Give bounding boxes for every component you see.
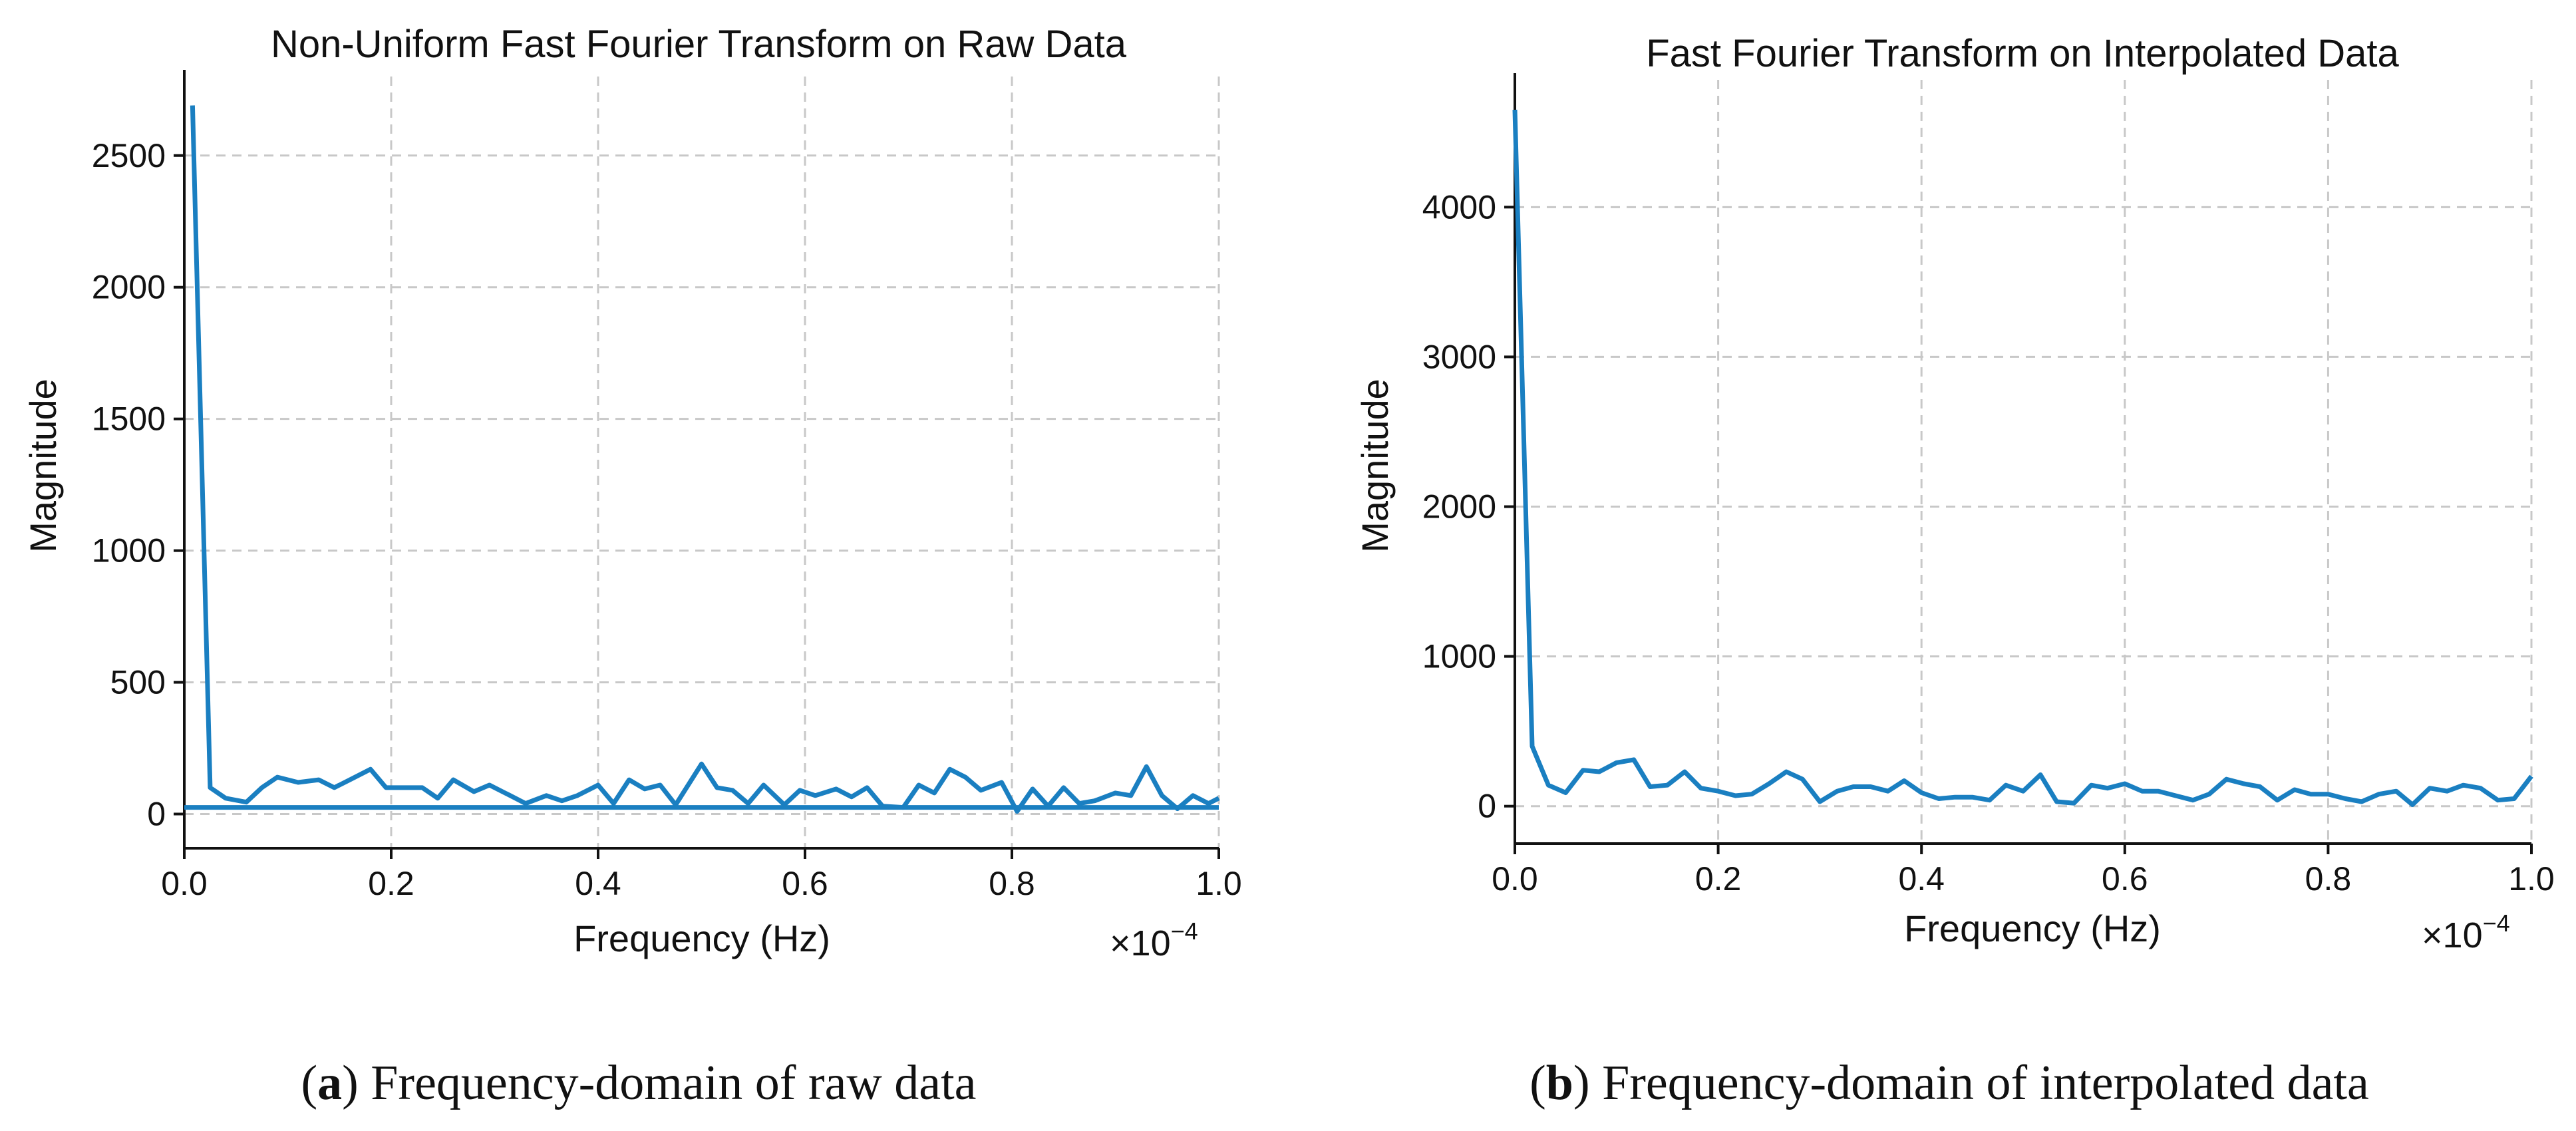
chart-b-x-ticks: 0.0 0.2 0.4 0.6 0.8 1.0 xyxy=(1492,844,2555,897)
chart-a-title: Non-Uniform Fast Fourier Transform on Ra… xyxy=(271,23,1127,66)
chart-b-axes xyxy=(1514,73,2531,845)
chart-b-xtick-label: 0.6 xyxy=(2102,860,2148,897)
chart-a-axes xyxy=(183,70,1219,850)
chart-a-ytick-label: 2000 xyxy=(92,269,166,306)
chart-b-ytick-label: 4000 xyxy=(1422,188,1496,226)
chart-b-series xyxy=(1512,109,2533,807)
chart-a-y-ticks: 0 500 1000 1500 2000 2500 xyxy=(92,137,184,833)
chart-b-y-ticks: 0 1000 2000 3000 4000 xyxy=(1422,188,1515,825)
chart-b-series-line xyxy=(1512,109,2533,807)
chart-a-ytick-label: 1000 xyxy=(92,532,166,569)
chart-a-xtick-label: 1.0 xyxy=(1196,865,1242,902)
chart-a-grid xyxy=(183,77,1220,848)
chart-b-xtick-label: 0.4 xyxy=(1898,860,1945,897)
chart-a-x-scale-factor: ×10−4 xyxy=(1110,917,1198,963)
chart-b-ytick-label: 3000 xyxy=(1422,338,1496,375)
chart-b-xtick-label: 0.0 xyxy=(1492,860,1538,897)
chart-a-ytick-label: 2500 xyxy=(92,137,166,174)
chart-interpolated-data: Fast Fourier Transform on Interpolated D… xyxy=(1354,32,2555,955)
chart-b-x-label: Frequency (Hz) xyxy=(1904,907,2161,949)
caption-b: (b) Frequency-domain of interpolated dat… xyxy=(1530,1056,2369,1110)
chart-b-y-label: Magnitude xyxy=(1354,379,1396,553)
chart-b-title: Fast Fourier Transform on Interpolated D… xyxy=(1646,32,2399,75)
chart-b-x-scale-factor: ×10−4 xyxy=(2422,909,2510,955)
chart-a-xtick-label: 0.0 xyxy=(161,865,208,902)
caption-a: (a) Frequency-domain of raw data xyxy=(301,1056,976,1110)
chart-a-xtick-label: 0.2 xyxy=(368,865,414,902)
chart-a-ytick-label: 1500 xyxy=(92,401,166,438)
chart-b-ytick-label: 1000 xyxy=(1422,638,1496,675)
chart-a-xtick-label: 0.6 xyxy=(782,865,828,902)
chart-a-ytick-label: 0 xyxy=(147,796,166,833)
chart-raw-data: Non-Uniform Fast Fourier Transform on Ra… xyxy=(22,23,1242,963)
chart-a-x-label: Frequency (Hz) xyxy=(573,917,830,959)
chart-a-xtick-label: 0.8 xyxy=(989,865,1035,902)
chart-a-xtick-label: 0.4 xyxy=(575,865,621,902)
chart-b-xtick-label: 0.8 xyxy=(2305,860,2352,897)
chart-b-xtick-label: 1.0 xyxy=(2508,860,2555,897)
chart-b-grid xyxy=(1514,80,2533,844)
chart-a-series xyxy=(184,105,1220,814)
chart-a-ytick-label: 500 xyxy=(110,664,166,701)
chart-b-ytick-label: 2000 xyxy=(1422,488,1496,526)
chart-a-y-label: Magnitude xyxy=(22,379,64,553)
chart-b-ytick-label: 0 xyxy=(1478,788,1496,825)
chart-b-xtick-label: 0.2 xyxy=(1695,860,1742,897)
chart-a-series-line xyxy=(190,105,1220,814)
chart-a-x-ticks: 0.0 0.2 0.4 0.6 0.8 1.0 xyxy=(161,848,1242,902)
